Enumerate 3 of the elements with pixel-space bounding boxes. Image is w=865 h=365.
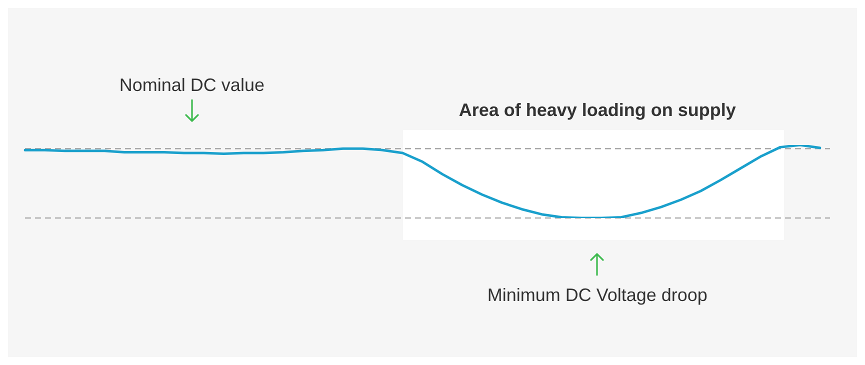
text: Minimum DC Voltage droop [486,284,708,306]
text: Area of heavy loading on supply [458,98,737,121]
text: Nominal DC value [118,74,266,96]
